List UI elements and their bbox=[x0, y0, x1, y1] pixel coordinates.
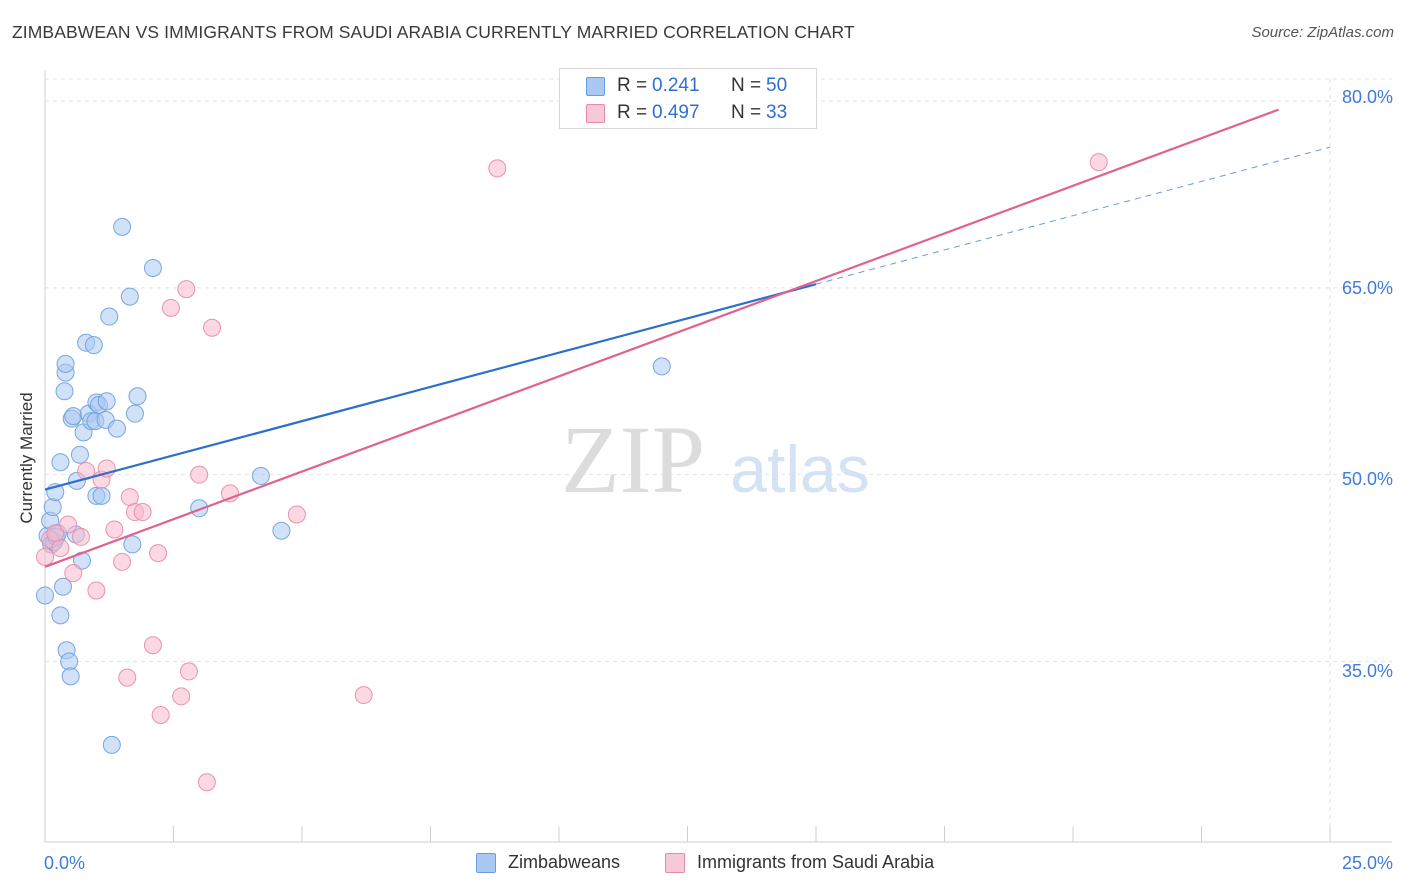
saudi-point-11 bbox=[105, 520, 124, 539]
saudi-point-18 bbox=[149, 544, 168, 563]
saudi-point-0 bbox=[36, 547, 54, 566]
zimbabwean-trend-line-extension bbox=[815, 146, 1331, 285]
zimbabwean-point-12 bbox=[55, 382, 74, 401]
watermark-zip: ZIP bbox=[561, 406, 705, 513]
y-tick-label-35: 35.0% bbox=[1341, 661, 1393, 681]
saudi-point-22 bbox=[177, 280, 196, 299]
saudi-point-5 bbox=[64, 564, 83, 583]
legend-n-label: N = bbox=[731, 102, 762, 123]
saudi-point-20 bbox=[161, 298, 180, 317]
saudi-point-28 bbox=[287, 505, 306, 524]
zimbabwean-point-42 bbox=[125, 404, 144, 423]
zimbabwean-point-35 bbox=[97, 392, 116, 411]
legend-swatch-pink bbox=[665, 853, 685, 873]
y-tick-label-65: 65.0% bbox=[1341, 278, 1393, 298]
legend-r-value: 0.241 bbox=[652, 75, 700, 96]
zimbabwean-point-41 bbox=[123, 535, 142, 554]
legend-swatch-blue bbox=[586, 77, 605, 96]
legend-n-label: N = bbox=[731, 75, 762, 96]
saudi-point-14 bbox=[120, 488, 139, 507]
zimbabwean-point-17 bbox=[61, 667, 80, 686]
zimbabwean-point-48 bbox=[652, 357, 671, 376]
saudi-point-13 bbox=[118, 668, 137, 687]
zimbabwean-point-36 bbox=[100, 307, 119, 326]
y-tick-label-80: 80.0% bbox=[1341, 87, 1393, 107]
x-tick-label-min: 0.0% bbox=[44, 853, 86, 873]
saudi-point-30 bbox=[488, 159, 507, 178]
saudi-point-17 bbox=[143, 636, 162, 655]
saudi-point-26 bbox=[203, 318, 222, 337]
zimbabwean-trend-line bbox=[44, 283, 817, 491]
zimbabwean-point-28 bbox=[84, 336, 103, 355]
saudi-point-8 bbox=[87, 581, 106, 600]
legend-label: Zimbabweans bbox=[508, 852, 621, 872]
legend-label: Immigrants from Saudi Arabia bbox=[697, 852, 935, 872]
zimbabwean-point-0 bbox=[36, 586, 54, 605]
legend-r-value: 0.497 bbox=[652, 102, 700, 123]
zimbabwean-point-40 bbox=[120, 287, 139, 306]
saudi-point-3 bbox=[51, 539, 70, 558]
saudi-point-25 bbox=[197, 773, 216, 792]
source-label: Source: ZipAtlas.com bbox=[1251, 24, 1394, 41]
zimbabwean-point-22 bbox=[70, 445, 89, 464]
correlation-legend: R = 0.241 N = 50 R = 0.497 N = 33 bbox=[559, 68, 817, 129]
zimbabwean-point-45 bbox=[190, 499, 209, 518]
watermark-atlas: atlas bbox=[730, 432, 869, 506]
legend-swatch-blue bbox=[476, 853, 496, 873]
zimbabwean-point-39 bbox=[113, 217, 132, 236]
legend-n-value: 33 bbox=[766, 102, 788, 123]
saudi-trend-line bbox=[44, 108, 1279, 568]
zimbabwean-point-33 bbox=[92, 486, 111, 505]
saudi-point-16 bbox=[133, 503, 152, 522]
legend-r-label: R = bbox=[617, 102, 648, 123]
y-axis-label: Currently Married bbox=[17, 392, 36, 524]
zimbabwean-point-19 bbox=[64, 407, 83, 426]
saudi-point-6 bbox=[71, 527, 90, 546]
zimbabwean-point-47 bbox=[272, 521, 291, 540]
saudi-point-21 bbox=[172, 687, 191, 706]
zimbabwean-point-11 bbox=[53, 577, 72, 596]
legend-item-saudi-arabia: Immigrants from Saudi Arabia bbox=[665, 852, 975, 876]
saudi-point-12 bbox=[113, 552, 132, 571]
zimbabwean-point-38 bbox=[107, 419, 126, 438]
zimbabwean-point-4 bbox=[43, 498, 62, 517]
saudi-point-19 bbox=[151, 705, 170, 724]
saudi-point-4 bbox=[59, 515, 78, 534]
zimbabwean-point-43 bbox=[128, 387, 147, 406]
zimbabwean-point-14 bbox=[56, 354, 75, 373]
saudi-point-24 bbox=[190, 465, 209, 484]
zimbabwean-point-9 bbox=[51, 606, 70, 625]
zimbabwean-point-37 bbox=[102, 735, 121, 754]
legend-item-zimbabweans: Zimbabweans bbox=[476, 852, 646, 876]
legend-n-value: 50 bbox=[766, 75, 788, 96]
saudi-point-31 bbox=[1089, 153, 1108, 172]
zimbabwean-point-46 bbox=[251, 466, 270, 485]
y-tick-label-50: 50.0% bbox=[1341, 469, 1393, 489]
zimbabwean-point-44 bbox=[143, 258, 162, 277]
x-tick-label-max: 25.0% bbox=[1341, 853, 1393, 873]
legend-swatch-pink bbox=[586, 104, 605, 123]
zimbabwean-point-10 bbox=[51, 453, 70, 472]
chart-title: ZIMBABWEAN VS IMMIGRANTS FROM SAUDI ARAB… bbox=[12, 22, 855, 42]
legend-r-label: R = bbox=[617, 75, 648, 96]
saudi-point-23 bbox=[179, 662, 198, 681]
zimbabwean-point-16 bbox=[60, 652, 79, 671]
saudi-point-29 bbox=[354, 686, 373, 705]
